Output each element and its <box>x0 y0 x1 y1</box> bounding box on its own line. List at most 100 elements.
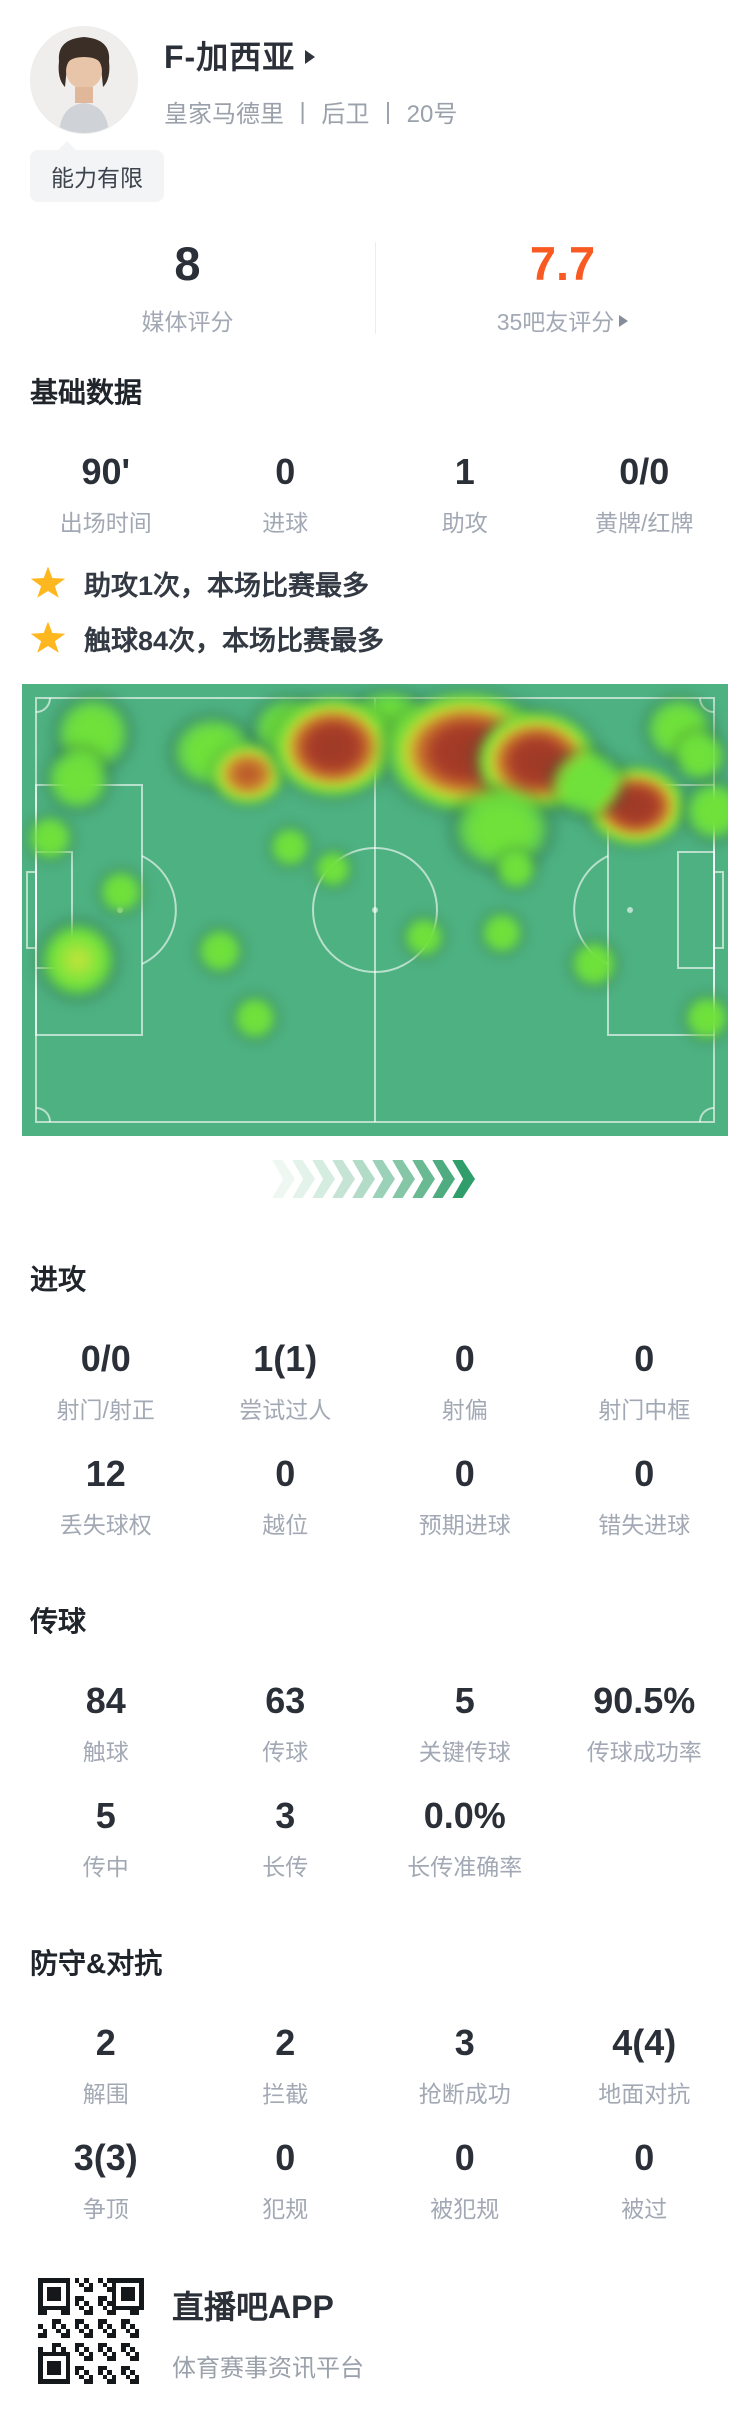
fans-rating-value: 7.7 <box>529 237 596 290</box>
stat-value: 1 <box>454 451 475 492</box>
stat-label: 黄牌/红牌 <box>595 510 694 536</box>
heat-blob <box>396 909 453 966</box>
chevrons-separator <box>0 1160 750 1198</box>
stat-cell: 84 触球 <box>16 1680 196 1767</box>
heat-blob <box>224 988 285 1049</box>
stat-label: 拦截 <box>262 2081 309 2107</box>
heat-blob <box>561 932 626 997</box>
stat-cell: 0 越位 <box>196 1453 376 1540</box>
stat-cell: 2 拦截 <box>196 2022 376 2109</box>
tag-text: 能力有限 <box>51 165 143 191</box>
stat-value: 90' <box>81 451 131 492</box>
stat-value: 3 <box>454 2022 475 2063</box>
stat-label: 犯规 <box>262 2196 309 2222</box>
stat-label: 尝试过人 <box>239 1397 332 1423</box>
star-icon <box>30 566 66 598</box>
team-position-number: 皇家马德里 丨 后卫 丨 20号 <box>164 101 458 128</box>
heat-blob <box>188 919 251 982</box>
section-title-basic: 基础数据 <box>30 377 143 408</box>
stat-label: 预期进球 <box>418 1512 511 1538</box>
media-rating-label-text: 媒体评分 <box>141 309 234 335</box>
stat-label: 错失进球 <box>598 1512 691 1538</box>
stat-value: 12 <box>85 1453 126 1494</box>
chevron-right-icon <box>305 49 316 64</box>
stat-cell: 3(3) 争顶 <box>16 2137 196 2224</box>
stat-cell: 90.5% 传球成功率 <box>555 1680 735 1767</box>
stat-cell: 0 预期进球 <box>375 1453 555 1540</box>
stat-cell: 63 传球 <box>196 1680 376 1767</box>
section-title-passing: 传球 <box>30 1606 87 1637</box>
section-title-defense: 防守&对抗 <box>30 1948 163 1979</box>
player-name: F-加西亚 <box>164 39 296 75</box>
stat-cell: 0 被过 <box>555 2137 735 2224</box>
media-rating-value: 8 <box>174 237 201 290</box>
highlight-text: 助攻1次，本场比赛最多 <box>84 571 370 601</box>
media-rating-label: 媒体评分 <box>0 303 375 337</box>
stat-value: 0 <box>275 451 296 492</box>
highlight-item: 助攻1次，本场比赛最多 <box>30 564 750 603</box>
heat-blob <box>306 843 359 896</box>
media-rating: 8 媒体评分 <box>0 236 375 337</box>
stat-cell: 0 射门中框 <box>555 1338 735 1425</box>
stat-label: 触球 <box>82 1739 129 1765</box>
stat-label: 地面对抗 <box>598 2081 691 2107</box>
stat-value: 3 <box>275 1795 296 1836</box>
star-icon <box>30 621 66 653</box>
stat-label: 抢断成功 <box>418 2081 511 2107</box>
stat-label: 助攻 <box>441 510 488 536</box>
tag-tail <box>57 141 77 161</box>
stat-label: 被过 <box>621 2196 668 2222</box>
heat-blob <box>536 738 637 829</box>
stat-cell: 5 传中 <box>16 1795 196 1882</box>
position-heatmap <box>22 684 728 1136</box>
section-title-attack: 进攻 <box>30 1264 87 1295</box>
stat-cell: 1 助攻 <box>375 451 555 538</box>
basic-stats-grid: 90' 出场时间 0 进球 1 助攻 0/0 黄牌/红牌 <box>0 423 750 538</box>
ratings-divider <box>375 242 376 334</box>
stat-cell: 3 长传 <box>196 1795 376 1882</box>
stat-cell: 0 错失进球 <box>555 1453 735 1540</box>
stat-label: 传球成功率 <box>586 1739 702 1765</box>
stat-value: 0 <box>454 1453 475 1494</box>
stat-label: 被犯规 <box>430 2196 500 2222</box>
stat-cell: 4(4) 地面对抗 <box>555 2022 735 2109</box>
stat-label: 越位 <box>262 1512 309 1538</box>
stat-cell: 0/0 射门/射正 <box>16 1338 196 1425</box>
ability-tag: 能力有限 <box>30 141 164 202</box>
app-tagline: 体育赛事资讯平台 <box>172 2355 364 2382</box>
stat-label: 射门/射正 <box>56 1397 155 1423</box>
heat-blob <box>22 806 82 869</box>
stat-value: 63 <box>265 1680 306 1721</box>
stat-value: 0 <box>634 2137 655 2178</box>
ratings-row: 8 媒体评分 7.7 35吧友评分 <box>0 236 750 337</box>
stat-label: 传中 <box>82 1854 129 1880</box>
qr-code <box>38 2278 144 2384</box>
stat-value: 0 <box>634 1453 655 1494</box>
stat-cell: 3 抢断成功 <box>375 2022 555 2109</box>
stat-value: 0/0 <box>80 1338 131 1379</box>
stat-label: 关键传球 <box>418 1739 511 1765</box>
stat-cell: 90' 出场时间 <box>16 451 196 538</box>
chevron-icon <box>272 1160 295 1198</box>
heat-blob <box>488 841 545 898</box>
stat-value: 5 <box>95 1795 116 1836</box>
stat-value: 4(4) <box>612 2022 677 2063</box>
stat-label: 长传准确率 <box>407 1854 523 1880</box>
stat-cell: 0 犯规 <box>196 2137 376 2224</box>
stat-value: 0.0% <box>423 1795 506 1836</box>
player-avatar[interactable] <box>30 26 138 134</box>
stat-value: 0 <box>454 1338 475 1379</box>
fans-rating[interactable]: 7.7 35吧友评分 <box>375 236 750 337</box>
passing-stats-grid: 84 触球 63 传球 5 关键传球 90.5% 传球成功率 5 传中 3 长传 0.0% 长传准确率 <box>0 1652 750 1882</box>
stat-label: 丢失球权 <box>59 1512 152 1538</box>
stat-label: 解围 <box>82 2081 129 2107</box>
attack-stats-grid: 0/0 射门/射正 1(1) 尝试过人 0 射偏 0 射门中框 12 丢失球权 0 越位 0 预期进球 0 错… <box>0 1310 750 1540</box>
stat-label: 进球 <box>262 510 309 536</box>
stat-cell: 5 关键传球 <box>375 1680 555 1767</box>
avatar-image <box>31 27 137 133</box>
stat-label: 长传 <box>262 1854 309 1880</box>
footer-text: 直播吧APP 体育赛事资讯平台 <box>172 2278 364 2383</box>
stat-cell: 0/0 黄牌/红牌 <box>555 451 735 538</box>
player-name-link[interactable]: F-加西亚 <box>164 32 457 78</box>
stat-label: 射门中框 <box>598 1397 691 1423</box>
